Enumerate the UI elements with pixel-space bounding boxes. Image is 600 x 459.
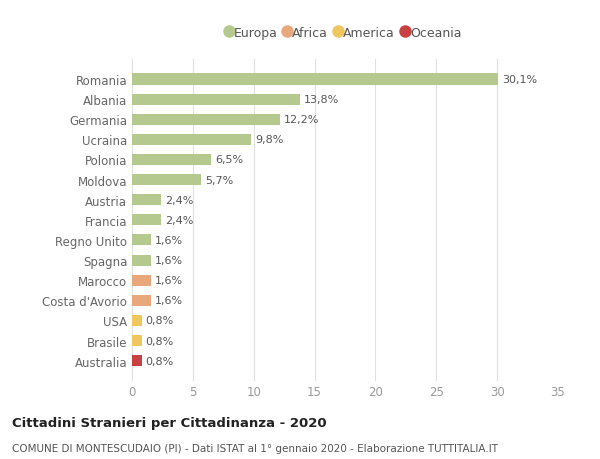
Bar xyxy=(132,235,151,246)
Text: 1,6%: 1,6% xyxy=(155,275,183,285)
Text: 6,5%: 6,5% xyxy=(215,155,243,165)
Text: COMUNE DI MONTESCUDAIO (PI) - Dati ISTAT al 1° gennaio 2020 - Elaborazione TUTTI: COMUNE DI MONTESCUDAIO (PI) - Dati ISTAT… xyxy=(12,443,498,453)
Bar xyxy=(132,215,161,226)
Bar xyxy=(132,114,280,125)
Bar xyxy=(132,315,142,326)
Text: 5,7%: 5,7% xyxy=(205,175,233,185)
Bar xyxy=(132,155,211,166)
Bar xyxy=(132,174,202,186)
Bar xyxy=(132,74,499,85)
Text: 1,6%: 1,6% xyxy=(155,296,183,306)
Text: 13,8%: 13,8% xyxy=(304,95,339,105)
Text: 2,4%: 2,4% xyxy=(165,215,193,225)
Text: Cittadini Stranieri per Cittadinanza - 2020: Cittadini Stranieri per Cittadinanza - 2… xyxy=(12,416,326,429)
Text: 9,8%: 9,8% xyxy=(255,135,283,145)
Text: 0,8%: 0,8% xyxy=(145,356,173,366)
Bar xyxy=(132,255,151,266)
Text: 1,6%: 1,6% xyxy=(155,256,183,265)
Bar xyxy=(132,335,142,346)
Text: 0,8%: 0,8% xyxy=(145,336,173,346)
Text: 30,1%: 30,1% xyxy=(502,75,537,85)
Bar xyxy=(132,295,151,306)
Text: 2,4%: 2,4% xyxy=(165,195,193,205)
Bar xyxy=(132,134,251,146)
Text: 0,8%: 0,8% xyxy=(145,316,173,326)
Legend: Europa, Africa, America, Oceania: Europa, Africa, America, Oceania xyxy=(226,24,464,42)
Text: 12,2%: 12,2% xyxy=(284,115,320,125)
Text: 1,6%: 1,6% xyxy=(155,235,183,246)
Bar xyxy=(132,355,142,366)
Bar xyxy=(132,195,161,206)
Bar xyxy=(132,95,300,106)
Bar xyxy=(132,275,151,286)
